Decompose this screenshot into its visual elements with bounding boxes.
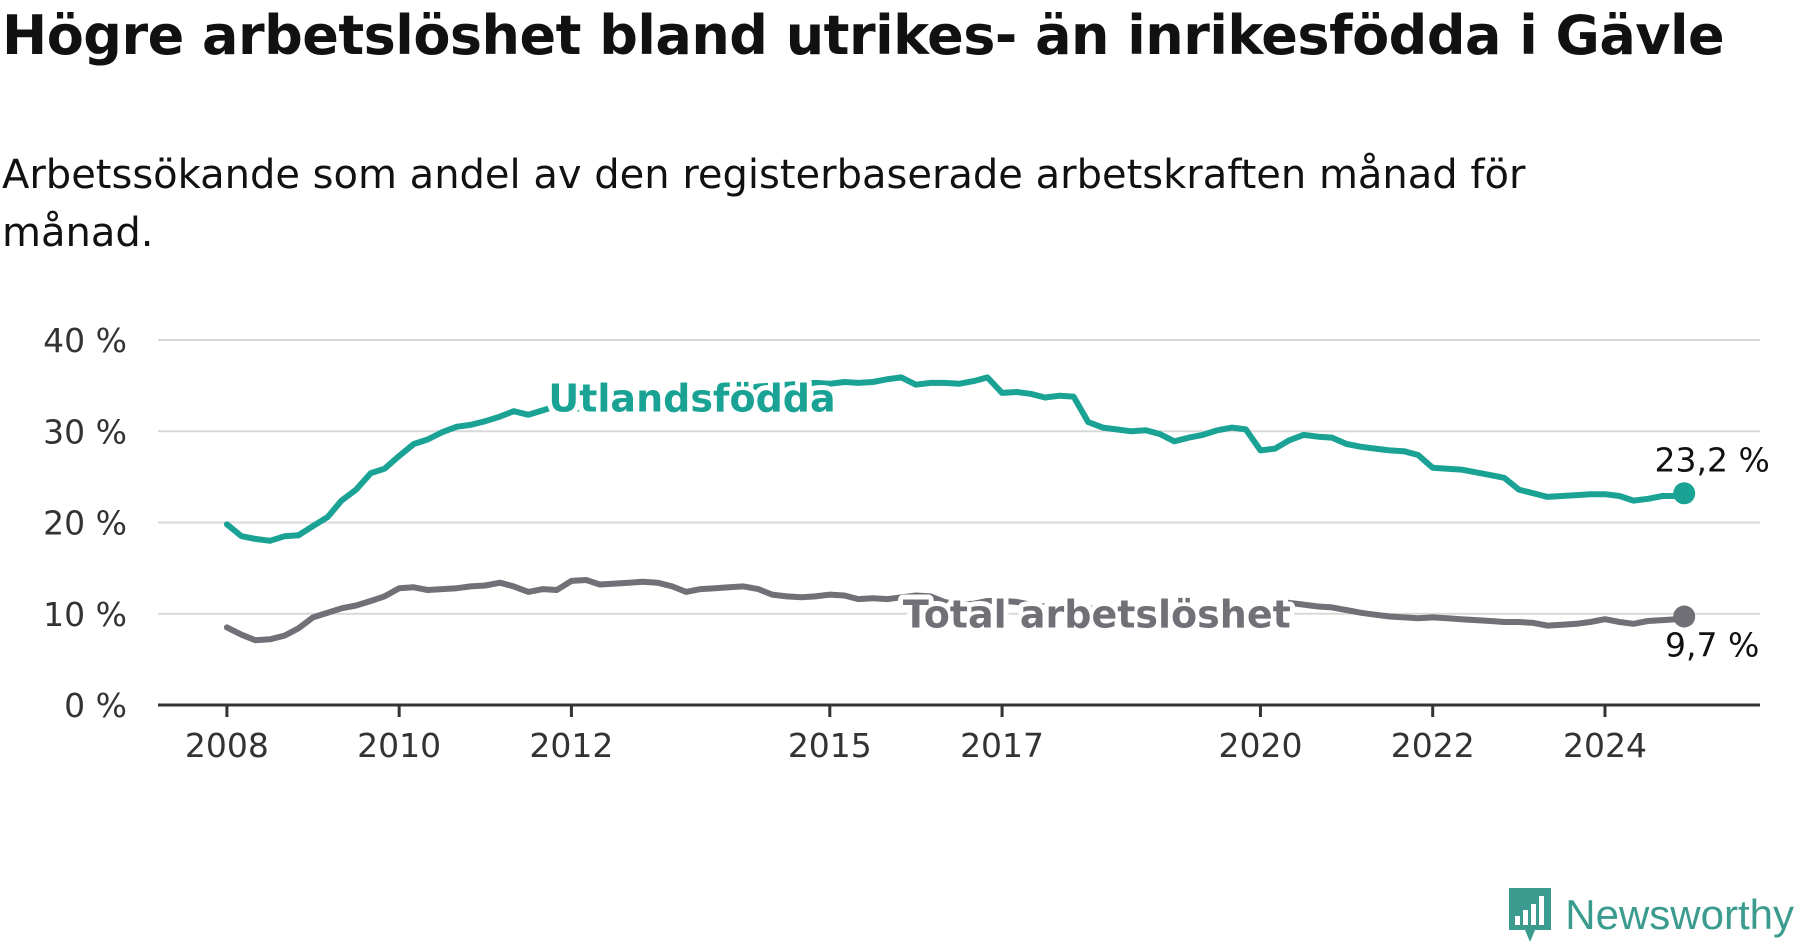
- series-end-label-0: 23,2 %: [1655, 440, 1770, 479]
- newsworthy-logo-icon: [1509, 888, 1552, 942]
- x-tick-label: 2022: [1391, 726, 1475, 765]
- series-labels: 23,2 % 9,7 % Utlandsfödda Total arbetslöshe…: [543, 371, 1770, 664]
- series-name-label-0: Utlandsfödda: [548, 376, 835, 420]
- series-end-marker-1: [1673, 605, 1696, 628]
- series-line-0: [223, 374, 1688, 544]
- x-axis-ticks: 2008 2010 2012 2015 2017 2020 2022 2024: [185, 705, 1647, 765]
- series-end-label-1: 9,7 %: [1665, 625, 1759, 664]
- x-tick-label: 2015: [788, 726, 872, 765]
- y-tick-label: 0 %: [64, 686, 127, 725]
- x-tick-label: 2020: [1218, 726, 1302, 765]
- y-tick-label: 20 %: [43, 504, 127, 543]
- series-name-label-1: Total arbetslöshet: [903, 593, 1291, 637]
- y-tick-label: 30 %: [43, 412, 127, 451]
- x-tick-label: 2008: [185, 726, 269, 765]
- x-tick-label: 2024: [1563, 726, 1647, 765]
- y-tick-label: 40 %: [43, 321, 127, 360]
- brand-name: Newsworthy: [1565, 891, 1794, 938]
- series-end-marker-0: [1673, 482, 1696, 505]
- x-tick-label: 2017: [960, 726, 1044, 765]
- line-chart: 0 % 10 % 20 % 30 % 40 % 2008 2010 2012 2015 2017…: [43, 321, 1770, 765]
- chart-title: Högre arbetslöshet bland utrikes- än inr…: [2, 4, 1725, 67]
- series-line-1: [223, 577, 1688, 644]
- newsworthy-logo: Newsworthy: [1505, 886, 1794, 944]
- series-lines: [223, 374, 1696, 644]
- chart-subtitle: Arbetssökande som andel av den registerb…: [2, 152, 1526, 256]
- x-tick-label: 2012: [529, 726, 613, 765]
- gridlines: [158, 339, 1760, 615]
- y-tick-label: 10 %: [43, 595, 127, 634]
- y-axis-ticks: 0 % 10 % 20 % 30 % 40 %: [43, 321, 127, 725]
- x-tick-label: 2010: [357, 726, 441, 765]
